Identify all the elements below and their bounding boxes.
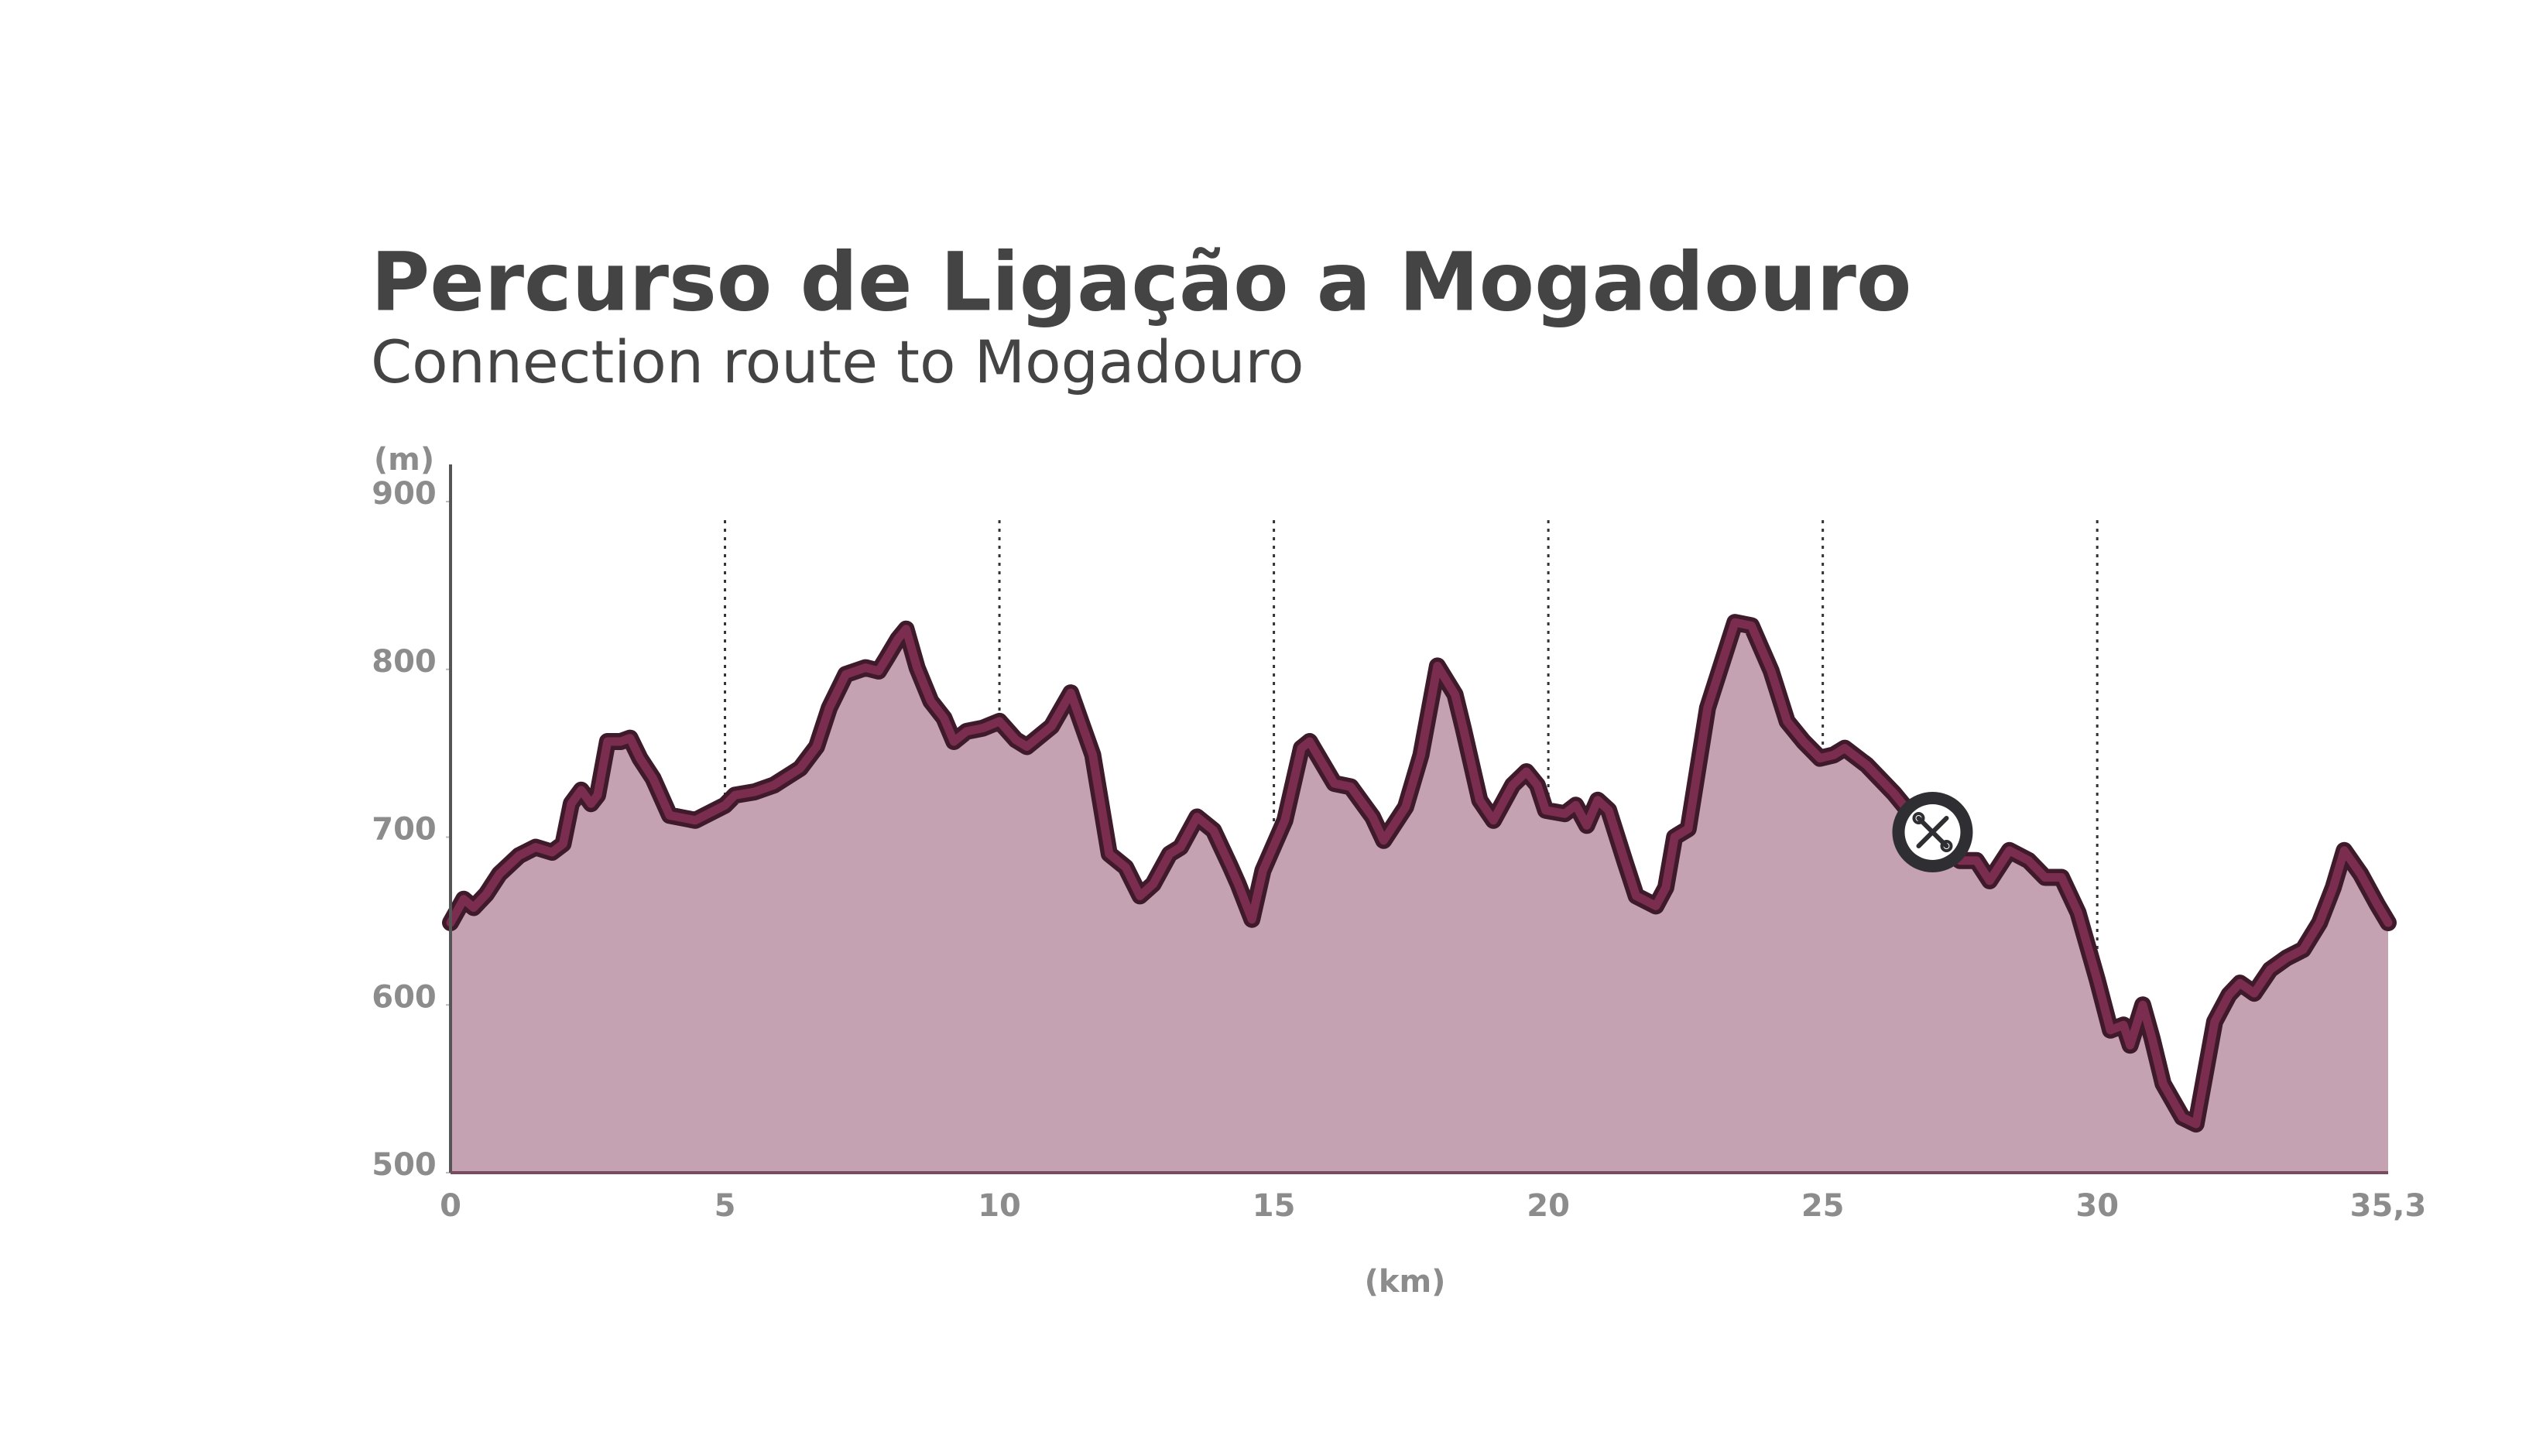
y-tick-label: 800 [372, 644, 437, 680]
x-tick-label: 30 [2075, 1188, 2119, 1224]
x-tick-label: 0 [440, 1188, 461, 1224]
service-point [1892, 791, 1973, 872]
service-point-icon [1916, 816, 1949, 848]
chart-title: Percurso de Ligação a Mogadouro [371, 235, 1911, 329]
y-tick-label: 900 [372, 476, 437, 512]
line [446, 618, 2393, 1129]
y-axis-label: (m) [374, 442, 434, 478]
chart-subtitle: Connection route to Mogadouro [371, 327, 1304, 396]
x-tick-label: 15 [1253, 1188, 1296, 1224]
y-tick-label: 600 [372, 979, 437, 1015]
service-point-icon [1940, 839, 1953, 852]
area [451, 622, 2388, 1173]
x-tick-label: 35,3 [2350, 1188, 2427, 1224]
y-tick-label: 700 [372, 812, 437, 848]
x-tick-label: 5 [715, 1188, 736, 1224]
x-axis-label: (km) [1365, 1264, 1446, 1300]
x-tick-label: 20 [1527, 1188, 1570, 1224]
x-tick-label: 10 [978, 1188, 1021, 1224]
service-point-icon [1912, 811, 1925, 824]
y-tick-label: 500 [372, 1147, 437, 1183]
x-tick-label: 25 [1801, 1188, 1845, 1224]
